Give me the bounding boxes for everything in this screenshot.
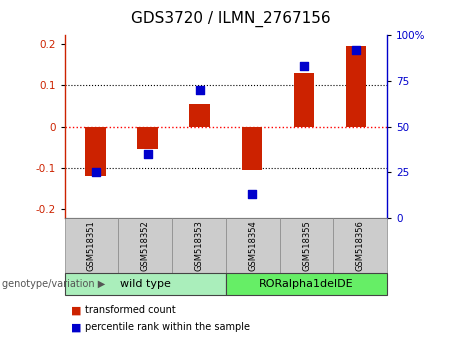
- Point: [144, 151, 152, 157]
- Bar: [346, 46, 366, 127]
- Text: GSM518355: GSM518355: [302, 220, 311, 270]
- Text: percentile rank within the sample: percentile rank within the sample: [85, 322, 250, 332]
- Point: [300, 64, 307, 69]
- Bar: [189, 104, 210, 127]
- Text: GSM518356: GSM518356: [356, 220, 365, 270]
- Text: GSM518354: GSM518354: [248, 220, 257, 270]
- Bar: [294, 73, 314, 127]
- Bar: [85, 127, 106, 176]
- Text: ■: ■: [71, 306, 82, 315]
- Point: [352, 47, 360, 53]
- Text: GSM518351: GSM518351: [87, 220, 96, 270]
- Text: wild type: wild type: [120, 279, 171, 289]
- Bar: [242, 127, 262, 170]
- Text: GSM518353: GSM518353: [195, 220, 203, 270]
- Text: GSM518352: GSM518352: [141, 220, 150, 270]
- Point: [196, 87, 204, 93]
- Text: genotype/variation ▶: genotype/variation ▶: [2, 279, 106, 289]
- Text: RORalpha1delDE: RORalpha1delDE: [259, 279, 354, 289]
- Text: transformed count: transformed count: [85, 306, 176, 315]
- Point: [92, 169, 100, 175]
- Bar: [137, 127, 158, 149]
- Point: [248, 191, 255, 197]
- Text: ■: ■: [71, 322, 82, 332]
- Text: GDS3720 / ILMN_2767156: GDS3720 / ILMN_2767156: [130, 11, 331, 27]
